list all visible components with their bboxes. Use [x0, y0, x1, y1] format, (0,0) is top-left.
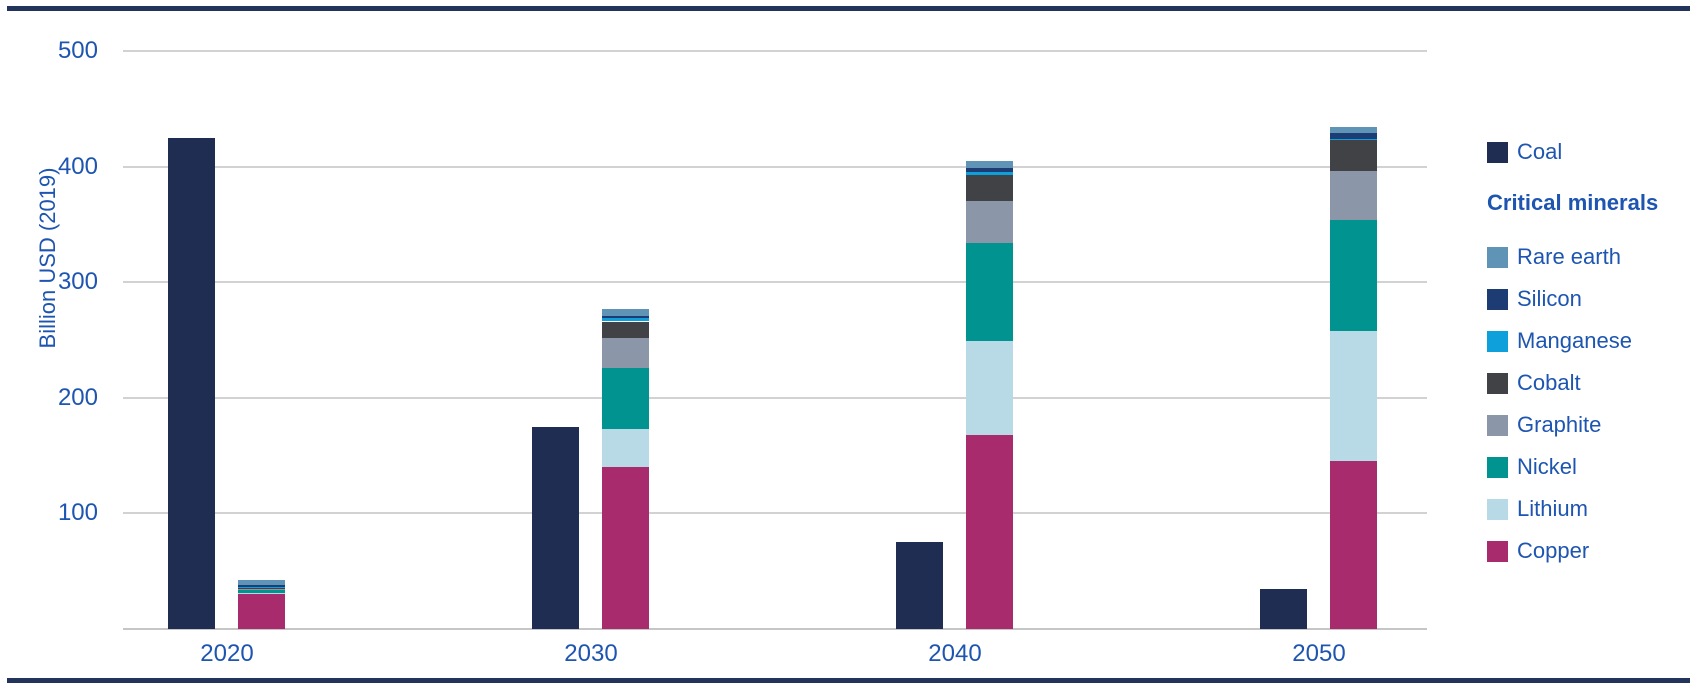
bar-graphite-2050 [1330, 171, 1377, 220]
manganese-swatch [1487, 330, 1508, 352]
bar-coal-2050 [1260, 588, 1307, 629]
legend-item-graphite: Graphite [1487, 410, 1601, 440]
y-tick-label-200: 200 [57, 383, 98, 411]
legend-heading: Critical minerals [1487, 190, 1659, 215]
coal-swatch [1487, 141, 1508, 163]
bar-cobalt-2040 [966, 174, 1013, 202]
gridline-200 [123, 396, 1427, 399]
bar-coal-2040 [896, 542, 943, 629]
bar-nickel-2040 [966, 242, 1013, 342]
legend-item-label: Manganese [1517, 328, 1632, 353]
x-tick-label-2020: 2020 [200, 640, 254, 667]
bar-cobalt-2020 [238, 587, 285, 589]
y-tick-label-500: 500 [57, 37, 98, 64]
legend-item-label: Lithium [1517, 496, 1588, 521]
bar-lithium-2020 [238, 592, 285, 595]
bar-copper-2020 [238, 594, 285, 629]
bar-graphite-2020 [238, 588, 285, 590]
legend-item-label: Copper [1517, 538, 1590, 563]
top-rule [7, 6, 1690, 11]
bar-rare-earth-2050 [1330, 127, 1377, 134]
y-axis-title: Billion USD (2019) [35, 167, 60, 349]
bottom-rule [7, 678, 1690, 683]
bar-coal-2020 [168, 137, 215, 629]
gridline-300 [123, 281, 1427, 284]
bar-cobalt-2030 [602, 321, 649, 338]
lithium-swatch [1487, 498, 1508, 520]
y-tick-label-100: 100 [57, 499, 98, 527]
legend-item-lithium: Lithium [1487, 494, 1588, 524]
bar-manganese-2040 [966, 172, 1013, 175]
legend-item-coal: Coal [1487, 137, 1562, 167]
legend-item-label: Silicon [1517, 286, 1582, 311]
y-tick-label-300: 300 [57, 268, 98, 296]
legend-item-copper: Copper [1487, 536, 1589, 566]
bar-silicon-2020 [238, 585, 285, 588]
legend-item-label: Coal [1517, 139, 1563, 164]
legend-item-label: Rare earth [1517, 244, 1621, 269]
legend-item-rare-earth: Rare earth [1487, 242, 1621, 272]
legend-item-label: Cobalt [1517, 370, 1581, 395]
bar-silicon-2050 [1330, 133, 1377, 139]
cobalt-swatch [1487, 372, 1508, 394]
x-axis-baseline [123, 628, 1427, 630]
graphite-swatch [1487, 414, 1508, 436]
legend-item-manganese: Manganese [1487, 326, 1632, 356]
bar-copper-2050 [1330, 461, 1377, 629]
bar-nickel-2030 [602, 367, 649, 429]
bar-rare-earth-2040 [966, 160, 1013, 168]
bar-copper-2030 [602, 467, 649, 629]
bar-lithium-2040 [966, 341, 1013, 435]
legend-item-cobalt: Cobalt [1487, 368, 1581, 398]
bar-lithium-2050 [1330, 330, 1377, 462]
bar-cobalt-2050 [1330, 140, 1377, 172]
legend-item-label: Nickel [1517, 454, 1577, 479]
bar-manganese-2050 [1330, 138, 1377, 140]
bar-coal-2030 [532, 426, 579, 629]
x-tick-label-2030: 2030 [564, 640, 618, 667]
bar-copper-2040 [966, 434, 1013, 629]
bar-graphite-2040 [966, 201, 1013, 243]
bar-nickel-2050 [1330, 219, 1377, 331]
bar-silicon-2040 [966, 167, 1013, 173]
nickel-swatch [1487, 456, 1508, 478]
y-tick-label-400: 400 [57, 152, 98, 180]
bar-manganese-2030 [602, 318, 649, 322]
bar-nickel-2020 [238, 589, 285, 593]
gridline-400 [123, 165, 1427, 168]
silicon-swatch [1487, 288, 1508, 310]
bar-rare-earth-2020 [238, 580, 285, 586]
bar-rare-earth-2030 [602, 308, 649, 316]
copper-swatch [1487, 540, 1508, 562]
gridline-500 [123, 50, 1427, 52]
legend-item-nickel: Nickel [1487, 452, 1577, 482]
bar-silicon-2030 [602, 315, 649, 319]
gridline-100 [123, 512, 1427, 515]
bar-lithium-2030 [602, 429, 649, 468]
legend-item-silicon: Silicon [1487, 284, 1582, 314]
bar-graphite-2030 [602, 337, 649, 368]
bar-manganese-2020 [238, 587, 285, 588]
rare-earth-swatch [1487, 246, 1508, 268]
legend-item-label: Graphite [1517, 412, 1602, 437]
x-tick-label-2040: 2040 [928, 640, 982, 667]
x-tick-label-2050: 2050 [1292, 640, 1346, 667]
